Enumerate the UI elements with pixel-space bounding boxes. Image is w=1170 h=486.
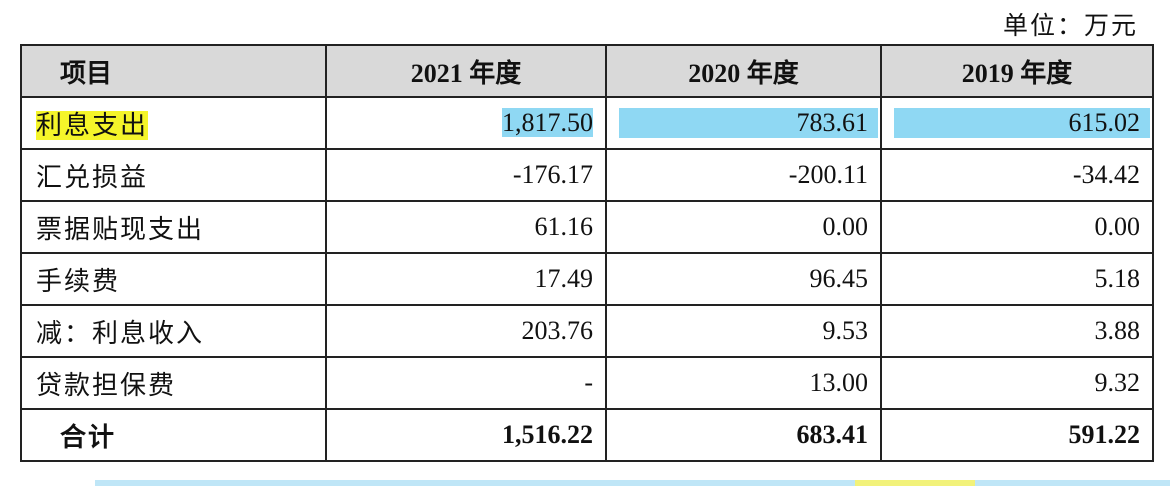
cell-value: 0.00 [605, 200, 882, 254]
cropped-highlight [975, 480, 1170, 486]
cell-value: 615.02 [880, 96, 1154, 150]
column-header: 2019 年度 [880, 44, 1154, 98]
row-label: 合计 [20, 408, 327, 462]
cell-value: 61.16 [325, 200, 607, 254]
cell-value: 9.53 [605, 304, 882, 358]
cell-value: 96.45 [605, 252, 882, 306]
cell-value: 3.88 [880, 304, 1154, 358]
data-row: 手续费 17.49 96.45 5.18 [20, 252, 1154, 306]
data-row: 利息支出 1,817.50 783.61 615.02 [20, 96, 1154, 150]
header-row: 项目 2021 年度 2020 年度 2019 年度 [20, 44, 1154, 98]
cell-value: 1,817.50 [325, 96, 607, 150]
cropped-highlight [95, 480, 855, 486]
cell-value: 683.41 [605, 408, 882, 462]
cell-value: -200.11 [605, 148, 882, 202]
cell-value: 13.00 [605, 356, 882, 410]
total-row: 合计 1,516.22 683.41 591.22 [20, 408, 1154, 462]
data-row: 贷款担保费 -13.00 9.32 [20, 356, 1154, 410]
highlighted-label: 利息支出 [36, 110, 149, 140]
table-body: 利息支出 1,817.50 783.61 615.02 汇兑损益 -176.17 -200.… [20, 96, 1154, 462]
cell-value: 9.32 [880, 356, 1154, 410]
highlighted-value: 615.02 [894, 108, 1150, 138]
column-header: 2020 年度 [605, 44, 882, 98]
cropped-highlight [855, 480, 975, 486]
cell-value: 591.22 [880, 408, 1154, 462]
cell-value: 0.00 [880, 200, 1154, 254]
row-label: 手续费 [20, 252, 327, 306]
row-label: 减：利息收入 [20, 304, 327, 358]
row-label: 票据贴现支出 [20, 200, 327, 254]
cell-value: - [325, 356, 607, 410]
column-header: 项目 [20, 44, 327, 98]
unit-label: 单位：万元 [1002, 13, 1138, 40]
row-label: 贷款担保费 [20, 356, 327, 410]
cell-value: 5.18 [880, 252, 1154, 306]
cell-value: -176.17 [325, 148, 607, 202]
cell-value: 203.76 [325, 304, 607, 358]
data-row: 票据贴现支出 61.16 0.00 0.00 [20, 200, 1154, 254]
highlighted-value: 783.61 [619, 108, 878, 138]
column-header: 2021 年度 [325, 44, 607, 98]
cell-value: 17.49 [325, 252, 607, 306]
row-label: 利息支出 [20, 96, 327, 150]
cell-value: -34.42 [880, 148, 1154, 202]
expense-table: 项目 2021 年度 2020 年度 2019 年度 利息支出 1,817.50 783.… [20, 44, 1154, 462]
highlighted-value: 1,817.50 [502, 108, 593, 137]
cell-value: 1,516.22 [325, 408, 607, 462]
row-label: 汇兑损益 [20, 148, 327, 202]
data-row: 汇兑损益 -176.17 -200.11 -34.42 [20, 148, 1154, 202]
cell-value: 783.61 [605, 96, 882, 150]
data-row: 减：利息收入 203.76 9.53 3.88 [20, 304, 1154, 358]
